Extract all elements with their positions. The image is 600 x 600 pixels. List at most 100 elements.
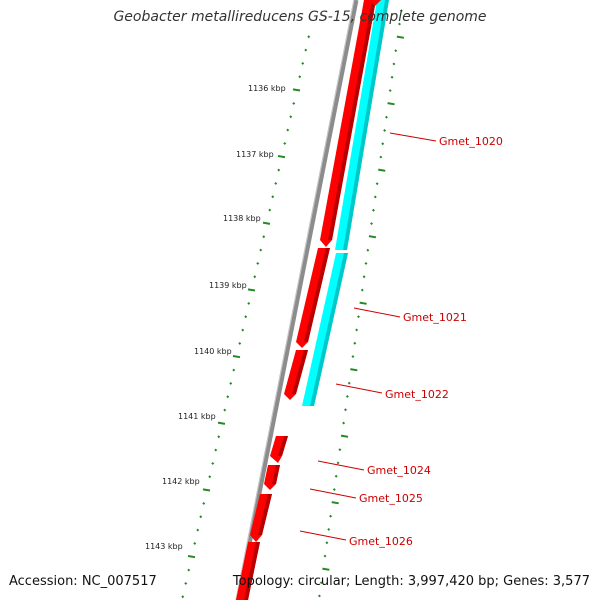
outer-tick — [325, 541, 329, 545]
scale-label: 1136 kbp — [248, 84, 286, 93]
scale-label: 1138 kbp — [223, 214, 261, 223]
scale-minor-tick — [196, 528, 200, 532]
outer-tick — [342, 421, 346, 425]
scale-minor-tick — [181, 595, 185, 599]
outer-tick — [360, 288, 364, 292]
leader-gmet-1025 — [309, 488, 357, 499]
outer-tick — [378, 168, 386, 172]
scale-minor-tick — [274, 181, 278, 185]
outer-tick — [392, 62, 396, 66]
outer-tick — [396, 35, 405, 39]
outer-tick — [375, 182, 379, 186]
outer-tick — [319, 581, 323, 585]
gene-label[interactable]: Gmet_1022 — [385, 388, 449, 401]
scale-minor-tick — [286, 128, 290, 132]
outer-tick — [381, 142, 385, 146]
scale-minor-tick — [202, 501, 206, 505]
page-title: Geobacter metallireducens GS-15, complet… — [113, 9, 487, 25]
scale-minor-tick — [241, 328, 245, 332]
scale-major-tick — [292, 88, 301, 92]
scale-labels: 1136 kbp 1137 kbp 1138 kbp 1139 kbp 1140… — [145, 84, 286, 551]
outer-tick — [332, 488, 336, 492]
scale-label: 1139 kbp — [209, 281, 247, 290]
gene-gmet-1022-shade — [292, 350, 308, 394]
outer-tick — [366, 248, 370, 252]
leader-gmet-1020 — [389, 132, 437, 142]
leader-gmet-1026 — [299, 530, 347, 541]
outer-tick — [362, 275, 366, 279]
scale-major-tick — [217, 421, 226, 425]
outer-tick — [398, 22, 401, 26]
topology-text: Topology: circular; Length: 3,997,420 bp… — [232, 574, 590, 589]
scale-minor-tick — [244, 315, 248, 319]
outer-tick — [368, 235, 377, 239]
gene-label[interactable]: Gmet_1026 — [349, 535, 413, 548]
scale-minor-tick — [271, 195, 275, 199]
scale-label: 1143 kbp — [145, 542, 183, 551]
gene-label[interactable]: Gmet_1025 — [359, 492, 423, 505]
scale-minor-tick — [283, 141, 287, 145]
scale-minor-tick — [226, 395, 230, 399]
scale-label: 1137 kbp — [236, 150, 274, 159]
scale-minor-tick — [256, 261, 260, 265]
outer-tick — [399, 9, 403, 13]
gene-label[interactable]: Gmet_1020 — [439, 135, 503, 148]
scale-minor-tick — [262, 235, 266, 239]
outer-tick — [344, 408, 347, 412]
scale-minor-tick — [211, 461, 215, 465]
scale-minor-tick — [253, 275, 257, 279]
forward-strand-genes — [236, 0, 381, 600]
outer-tick — [329, 514, 333, 518]
gene-label[interactable]: Gmet_1024 — [367, 464, 431, 477]
scale-minor-tick — [238, 341, 242, 345]
outer-tick — [355, 328, 359, 332]
scale-minor-tick — [208, 475, 212, 479]
outer-tick — [353, 341, 357, 345]
scale-major-tick — [187, 555, 196, 559]
outer-tick — [364, 261, 368, 265]
outer-tick — [336, 461, 340, 465]
genome-backbone — [235, 0, 359, 600]
scale-label: 1140 kbp — [194, 347, 232, 356]
outer-tick — [387, 102, 395, 106]
scale-minor-tick — [184, 581, 188, 585]
gene-labels: Gmet_1020 Gmet_1021 Gmet_1022 Gmet_1024 … — [349, 135, 503, 548]
scale-minor-tick — [223, 408, 227, 412]
scale-label: 1142 kbp — [162, 477, 200, 486]
gene-gmet-1020-reverse-shade — [343, 0, 389, 250]
leader-gmet-1024 — [317, 460, 365, 471]
accession-text: Accession: NC_007517 — [9, 574, 157, 589]
outer-tick — [370, 222, 374, 226]
outer-tick — [347, 381, 351, 385]
scale-label: 1141 kbp — [178, 412, 216, 421]
outer-tick — [334, 474, 338, 478]
outer-tick — [384, 115, 388, 119]
outer-tick — [383, 128, 387, 132]
gene-gmet-1026-shade — [258, 494, 272, 535]
scale-major-tick — [262, 221, 271, 225]
scale-minor-tick — [199, 515, 203, 519]
reverse-strand-genes — [302, 0, 389, 406]
gene-gmet-1022-reverse-shade — [310, 253, 348, 406]
gene-gmet-1020-shade — [328, 0, 376, 240]
outer-tick — [371, 208, 375, 212]
scale-major-tick — [232, 355, 241, 359]
gene-leader-lines — [299, 132, 437, 541]
scale-minor-tick — [217, 435, 221, 439]
outer-tick — [357, 315, 360, 319]
scale-major-tick — [202, 488, 211, 492]
scale-minor-tick — [229, 381, 233, 385]
outer-tick — [373, 195, 377, 199]
gene-label[interactable]: Gmet_1021 — [403, 311, 467, 324]
scale-major-tick — [247, 288, 256, 292]
gene-top-fragment — [369, 0, 381, 6]
scale-major-tick — [277, 155, 286, 159]
gene-gmet-1021-shade — [304, 248, 330, 342]
scale-minor-tick — [214, 448, 218, 452]
outer-tick — [317, 594, 321, 598]
outer-tick — [394, 49, 398, 53]
outer-tick — [338, 448, 342, 452]
scale-minor-tick — [232, 368, 236, 372]
scale-minor-tick — [298, 75, 302, 79]
